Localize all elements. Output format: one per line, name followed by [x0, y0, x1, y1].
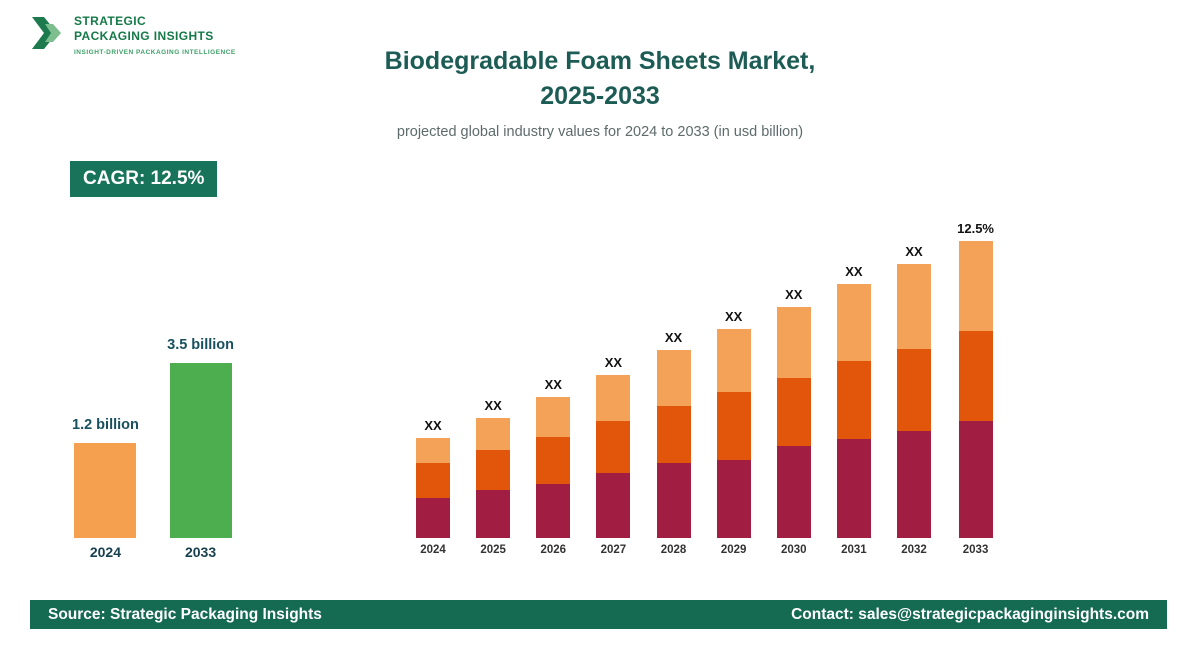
- mini-bar-value-label: 3.5 billion: [167, 337, 234, 353]
- bar-year-label: 2031: [841, 544, 867, 556]
- stacked-bar-2024: XX 2024: [416, 418, 450, 556]
- mini-bar-rect: [169, 363, 232, 538]
- chevron-logo-icon: [32, 17, 61, 49]
- segment-top: [958, 241, 993, 331]
- bar-stack: [897, 264, 931, 538]
- segment-top: [476, 418, 511, 450]
- stacked-bar-2025: XX 2025: [476, 398, 511, 556]
- mini-bar-rect: [74, 443, 137, 538]
- bar-value-label: XX: [905, 244, 923, 259]
- segment-bottom: [776, 446, 811, 538]
- bar-value-label: XX: [664, 330, 683, 345]
- segment-top: [776, 307, 811, 378]
- segment-bottom: [836, 439, 871, 538]
- mini-bar-value-label: 1.2 billion: [72, 417, 139, 433]
- stacked-bar-2027: XX 2027: [596, 355, 631, 556]
- stacked-bar-2032: XX 2032: [897, 244, 931, 556]
- brand-logo: STRATEGIC PACKAGING INSIGHTS INSIGHT-DRI…: [30, 12, 236, 56]
- segment-bottom: [596, 473, 631, 538]
- segment-middle: [958, 331, 993, 421]
- logo-name-line2: PACKAGING INSIGHTS: [74, 29, 214, 43]
- bar-year-label: 2025: [480, 544, 506, 556]
- segment-middle: [476, 450, 511, 490]
- logo-tagline: INSIGHT-DRIVEN PACKAGING INTELLIGENCE: [74, 49, 236, 56]
- mini-bar-year-label: 2033: [184, 544, 217, 560]
- logo-name-line1: STRATEGIC: [74, 14, 147, 28]
- bar-year-label: 2033: [962, 544, 989, 556]
- segment-middle: [836, 361, 871, 439]
- bar-value-label: XX: [484, 398, 502, 413]
- main-stacked-bar-chart: XX 2024 XX 2025 XX 2026 XX 2027 XX 2028 XX 2029 XX 20…: [416, 221, 994, 556]
- bar-value-label: 12.5%: [957, 221, 994, 236]
- segment-middle: [716, 392, 751, 460]
- mini-bar-2024: 1.2 billion 2024: [72, 417, 139, 560]
- bar-value-label: XX: [424, 418, 442, 433]
- segment-top: [416, 438, 450, 463]
- segment-middle: [656, 406, 691, 463]
- bar-year-label: 2024: [420, 544, 446, 556]
- bar-stack: [536, 397, 571, 538]
- cagr-badge: CAGR: 12.5%: [70, 161, 218, 197]
- bar-stack: [958, 241, 993, 538]
- page-title-line2: 2025-2033: [540, 82, 660, 110]
- segment-middle: [596, 421, 631, 473]
- bar-value-label: XX: [845, 264, 863, 279]
- bar-stack: [656, 350, 691, 538]
- title-block: Biodegradable Foam Sheets Market, 2025-2…: [0, 44, 1200, 140]
- segment-bottom: [476, 490, 511, 538]
- bar-stack: [716, 329, 751, 538]
- bar-year-label: 2026: [540, 544, 567, 556]
- logo-text: STRATEGIC PACKAGING INSIGHTS INSIGHT-DRI…: [74, 12, 236, 56]
- stacked-bar-2030: XX 2030: [776, 287, 811, 556]
- bar-year-label: 2030: [780, 544, 807, 556]
- segment-top: [656, 350, 691, 406]
- mini-bar-2033: 3.5 billion 2033: [167, 337, 234, 560]
- page-title: Biodegradable Foam Sheets Market, 2025-2…: [0, 44, 1200, 114]
- segment-bottom: [897, 431, 931, 538]
- page-subtitle: projected global industry values for 202…: [396, 124, 804, 140]
- segment-middle: [776, 378, 811, 446]
- segment-middle: [897, 349, 931, 431]
- segment-bottom: [416, 498, 450, 538]
- stacked-bar-2033: 12.5% 2033: [957, 221, 994, 556]
- segment-bottom: [716, 460, 751, 538]
- stacked-bar-2028: XX 2028: [656, 330, 691, 556]
- bar-year-label: 2032: [901, 544, 927, 556]
- footer-bar: Source: Strategic Packaging Insights Con…: [30, 600, 1167, 629]
- bar-stack: [416, 438, 450, 538]
- segment-bottom: [656, 463, 691, 538]
- mini-bar-year-label: 2024: [89, 544, 122, 560]
- bar-value-label: XX: [724, 309, 743, 324]
- stacked-bar-2029: XX 2029: [716, 309, 751, 556]
- page-title-line1: Biodegradable Foam Sheets Market,: [384, 47, 816, 75]
- segment-top: [536, 397, 571, 437]
- segment-top: [836, 284, 871, 361]
- bar-value-label: XX: [544, 377, 562, 392]
- stacked-bar-2031: XX 2031: [836, 264, 871, 556]
- mini-comparison-chart: 1.2 billion 2024 3.5 billion 2033: [72, 337, 234, 560]
- segment-bottom: [958, 421, 993, 538]
- segment-top: [897, 264, 931, 349]
- bar-stack: [836, 284, 871, 538]
- bar-year-label: 2028: [660, 544, 687, 556]
- segment-bottom: [536, 484, 571, 538]
- stacked-bar-2026: XX 2026: [536, 377, 571, 556]
- segment-middle: [536, 437, 571, 484]
- segment-top: [716, 329, 751, 392]
- segment-top: [596, 375, 631, 421]
- footer-contact: Contact: sales@strategicpackaginginsight…: [791, 605, 1149, 623]
- bar-stack: [596, 375, 631, 538]
- bar-stack: [776, 307, 811, 538]
- bar-value-label: XX: [604, 355, 623, 370]
- footer-source: Source: Strategic Packaging Insights: [48, 605, 322, 623]
- bar-year-label: 2029: [720, 544, 747, 556]
- bar-value-label: XX: [785, 287, 803, 302]
- bar-year-label: 2027: [600, 544, 627, 556]
- segment-middle: [416, 463, 450, 498]
- bar-stack: [476, 418, 511, 538]
